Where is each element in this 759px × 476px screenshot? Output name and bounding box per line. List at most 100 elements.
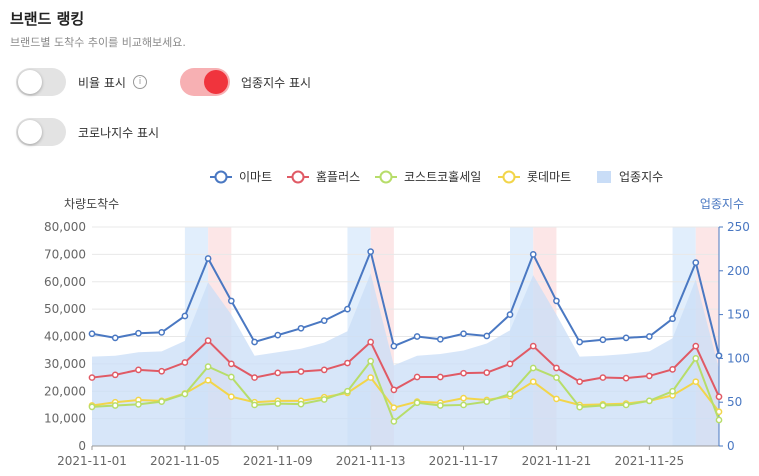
data-point: [320, 396, 328, 403]
data-point: [158, 398, 166, 406]
data-point: [669, 366, 676, 373]
industry-index-toggle[interactable]: [180, 68, 230, 96]
data-point: [506, 311, 514, 318]
data-point: [645, 333, 653, 340]
data-point: [181, 312, 189, 320]
y-tick-label: 20,000: [44, 384, 86, 398]
data-point: [344, 387, 351, 395]
x-tick-label: 2021-11-25: [614, 454, 684, 468]
y-tick-label: 80,000: [44, 220, 86, 234]
data-point: [390, 418, 398, 425]
data-point: [576, 378, 584, 386]
series-line-코스트코홀세일: [91, 356, 720, 423]
data-point: [413, 399, 421, 407]
data-point: [204, 337, 212, 344]
data-point: [111, 402, 119, 409]
data-point: [669, 315, 676, 323]
page-title: 브랜드 랭킹: [10, 10, 85, 28]
toggle-knob: [18, 120, 42, 144]
data-point: [715, 352, 723, 360]
data-point: [576, 338, 584, 346]
data-point: [692, 259, 700, 266]
data-point: [158, 329, 166, 336]
page-subtitle: 브랜드별 도착수 추이를 비교해보세요.: [10, 36, 186, 49]
ratio-toggle-label: 비율 표시: [78, 76, 126, 90]
data-point: [297, 368, 305, 375]
y2-tick-label: 0: [727, 439, 735, 453]
data-point: [204, 376, 212, 384]
data-point: [599, 336, 607, 344]
corona-index-toggle[interactable]: [16, 118, 66, 146]
data-point: [367, 374, 375, 381]
y-tick-label: 70,000: [44, 247, 86, 261]
data-point: [436, 402, 444, 409]
data-point: [413, 333, 421, 340]
data-point: [622, 401, 630, 409]
data-point: [367, 357, 375, 365]
series-line-이마트: [91, 248, 720, 356]
x-tick-label: 2021-11-17: [429, 454, 499, 468]
data-point: [390, 404, 398, 412]
data-point: [529, 251, 537, 258]
data-point: [297, 324, 305, 332]
data-point: [251, 374, 258, 381]
y2-tick-label: 200: [727, 264, 750, 278]
y-tick-label: 50,000: [44, 302, 86, 316]
data-point: [390, 342, 398, 350]
data-point: [297, 400, 305, 408]
data-point: [158, 367, 166, 375]
legend-label: 이마트: [239, 170, 272, 184]
x-tick-label: 2021-11-13: [336, 454, 406, 468]
data-point: [692, 342, 700, 350]
data-point: [436, 335, 444, 343]
legend-label: 롯데마트: [527, 170, 571, 184]
data-point: [181, 390, 189, 398]
data-point: [529, 378, 537, 386]
corona-index-toggle-label: 코로나지수 표시: [78, 126, 160, 140]
data-point: [576, 403, 584, 411]
data-point: [274, 369, 282, 377]
data-point: [553, 374, 560, 381]
legend-swatch-marker: [502, 170, 516, 184]
y2-tick-label: 250: [727, 220, 750, 234]
data-point: [715, 416, 723, 424]
data-point: [390, 386, 398, 394]
data-point: [367, 248, 375, 255]
info-icon[interactable]: i: [133, 75, 147, 89]
industry-index-toggle-label: 업종지수 표시: [241, 76, 312, 90]
data-point: [344, 305, 351, 313]
data-point: [320, 366, 328, 374]
y2-tick-label: 50: [727, 395, 742, 409]
data-point: [227, 373, 235, 381]
toggle-knob: [18, 70, 42, 94]
ratio-toggle[interactable]: [16, 68, 66, 96]
data-point: [135, 401, 142, 408]
legend-swatch-marker: [214, 170, 228, 184]
toggle-knob: [204, 70, 228, 94]
data-point: [622, 334, 630, 342]
data-point: [135, 329, 142, 337]
legend-swatch-marker: [379, 170, 393, 184]
y-tick-label: 0: [78, 439, 86, 453]
data-point: [645, 397, 653, 405]
data-point: [669, 387, 676, 395]
data-point: [460, 394, 467, 402]
data-point: [692, 378, 700, 386]
y-axis-title: 차량도착수: [64, 197, 119, 211]
series-line-롯데마트: [91, 376, 720, 413]
data-point: [460, 330, 467, 338]
x-tick-label: 2021-11-01: [57, 454, 127, 468]
y2-tick-label: 100: [727, 351, 750, 365]
data-point: [88, 374, 96, 381]
data-point: [251, 338, 258, 346]
data-point: [111, 371, 119, 379]
x-tick-label: 2021-11-05: [150, 454, 220, 468]
x-tick-label: 2021-11-09: [243, 454, 313, 468]
data-point: [436, 373, 444, 381]
x-tick-label: 2021-11-21: [522, 454, 592, 468]
data-point: [204, 255, 212, 262]
data-point: [204, 363, 212, 370]
legend-label: 업종지수: [619, 170, 663, 184]
data-point: [622, 374, 630, 382]
y-tick-label: 40,000: [44, 330, 86, 344]
